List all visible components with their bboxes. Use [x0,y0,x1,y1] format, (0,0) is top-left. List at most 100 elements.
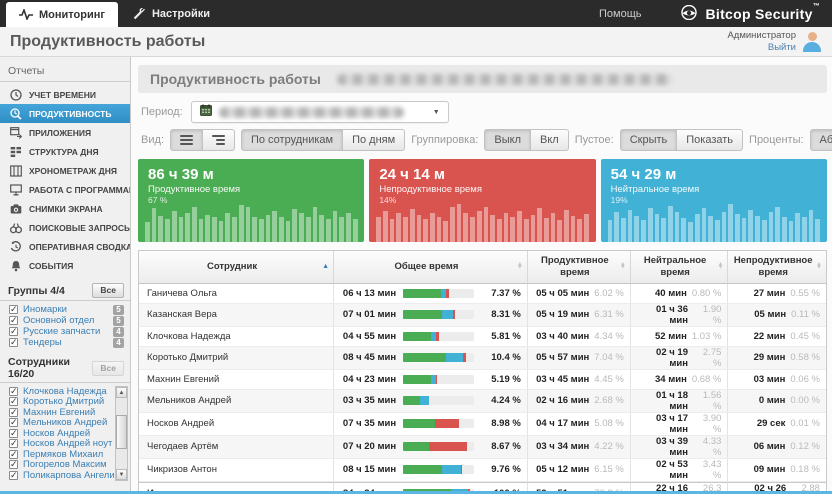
sidebar-item-2[interactable]: ПРИЛОЖЕНИЯ [0,123,130,142]
checkbox-checked[interactable]: ✓ [9,427,18,438]
table-row[interactable]: Мельников Андрей 03 ч 35 мин 4.24 % 02 ч 16… [139,389,826,413]
employees-scrollbar[interactable]: ▲ ▼ [115,386,128,481]
user-name: Администратор [727,29,796,41]
col-header-neutral-time[interactable]: Нейтральное время ▲ ▼ [630,251,729,284]
employees-section-title: Сотрудники 16/20 [8,356,70,380]
table-row[interactable]: Махнин Евгений 04 ч 23 мин 5.19 % 03 ч 45 м… [139,369,826,390]
checkbox-checked[interactable]: ✓ [9,406,18,417]
checkbox-checked[interactable]: ✓ [9,448,18,459]
tab-monitoring[interactable]: Мониторинг [6,2,118,27]
table-row[interactable]: Носков Андрей 07 ч 35 мин 8.98 % 04 ч 17 ми… [139,412,826,436]
logout-link[interactable]: Выйти [767,41,796,53]
group-row[interactable]: ✓ Русские запчасти 4 [0,326,130,337]
brand-logo: Bitcop Security™ [679,0,832,27]
unproductive-time-card: 24 ч 14 м Непродуктивное время 14% [369,159,596,242]
employee-row[interactable]: ✓ Поликарпова Ангелина [0,469,125,481]
sidebar-item-3[interactable]: СТРУКТУРА ДНЯ [0,142,130,161]
by-employees-button[interactable]: По сотрудникам [240,129,344,151]
view-flat-button[interactable] [169,129,203,151]
view-label: Вид: [141,134,164,146]
checkbox-checked[interactable]: ✓ [9,337,18,347]
group-row[interactable]: ✓ Основной отдел 5 [0,315,130,326]
programs-icon [9,183,22,196]
table-row[interactable]: Коротько Дмитрий 08 ч 45 мин 10.4 % 05 ч 57… [139,346,826,370]
table-row[interactable]: Казанская Вера 07 ч 01 мин 8.31 % 05 ч 19 м… [139,303,826,327]
employee-name: Коротько Дмитрий [23,396,105,408]
report-date-range-redacted [336,73,672,85]
employees-all-button[interactable]: Все [92,360,124,376]
col-header-productive-time[interactable]: Продуктивное время ▲ ▼ [527,251,631,284]
scroll-down-icon[interactable]: ▼ [116,468,127,480]
cell-total-time: 04 ч 55 мин 5.81 % [334,326,528,346]
table-row[interactable]: Клочкова Надежда 04 ч 55 мин 5.81 % 03 ч 40… [139,326,826,347]
neutral-time-label: Нейтральное время [610,184,700,195]
groups-all-button[interactable]: Все [92,283,124,298]
table-row[interactable]: Чегодаев Артём 07 ч 20 мин 8.67 % 03 ч 34 м… [139,435,826,459]
employee-row[interactable]: ✓ Пермяков Михаил [0,449,114,460]
page-header: Продуктивность работы Администратор Выйт… [0,27,832,57]
sidebar-item-1[interactable]: ПРОДУКТИВНОСТЬ [0,104,130,123]
sidebar-item-9[interactable]: СОБЫТИЯ [0,256,130,275]
employee-row[interactable]: ✓ Махнин Евгений [0,407,114,418]
cell-employee: Носков Андрей [139,412,335,435]
cell-employee: Ганичева Ольга [139,283,335,303]
time-composition-bar [403,442,474,452]
pulse-icon [19,9,33,20]
employee-row[interactable]: ✓ Мельников Андрей [0,417,114,428]
productive-time-percent: 67 % [148,195,168,205]
view-tree-button[interactable] [202,129,235,151]
sidebar-item-4[interactable]: ХРОНОМЕТРАЖ ДНЯ [0,161,130,180]
employee-row[interactable]: ✓ Клочкова Надежда [0,386,114,397]
sidebar-item-label: ПОИСКОВЫЕ ЗАПРОСЫ [29,222,131,233]
checkbox-checked[interactable]: ✓ [9,385,18,396]
group-row[interactable]: ✓ Тендеры 4 [0,337,130,348]
col-header-employee[interactable]: Сотрудник ▲ [139,251,335,284]
checkbox-checked[interactable]: ✓ [9,438,18,449]
grouping-off-button[interactable]: Выкл [484,129,531,151]
sidebar-item-7[interactable]: ПОИСКОВЫЕ ЗАПРОСЫ [0,218,130,237]
checkbox-checked[interactable]: ✓ [9,459,18,470]
help-link[interactable]: Помощь [598,7,642,20]
by-days-button[interactable]: По дням [343,129,406,151]
table-total-row[interactable]: Итого:84 ч 34 мин100 %59 ч 51 мин70.8 %2… [139,481,826,491]
col-header-total-time[interactable]: Общее время ▲ ▼ [334,251,528,284]
checkbox-checked[interactable]: ✓ [9,396,18,407]
percent-absolute-button[interactable]: Абсолют. [809,129,832,151]
group-name: Тендеры [23,337,62,348]
neutral-time-percent: 19% [610,195,628,205]
sidebar-item-8[interactable]: ОПЕРАТИВНАЯ СВОДКА [0,237,130,256]
employee-row[interactable]: ✓ Погорелов Максим [0,459,114,470]
productivity-table: Сотрудник ▲ Общее время ▲ ▼ Продуктивное вр… [138,250,827,491]
time-composition-bar [403,465,474,475]
grouping-on-button[interactable]: Вкл [531,129,569,151]
col-header-unproductive-time[interactable]: Непродуктивное время ▲ ▼ [728,251,826,284]
empty-hide-button[interactable]: Скрыть [619,129,678,151]
scroll-up-icon[interactable]: ▲ [116,387,127,398]
group-count-badge: 4 [113,337,124,348]
calendar-icon [199,103,212,121]
checkbox-checked[interactable]: ✓ [9,315,18,325]
employee-row[interactable]: ✓ Коротько Дмитрий [0,396,114,408]
tab-settings[interactable]: Настройки [120,0,223,27]
scroll-thumb[interactable] [116,415,127,449]
page-title: Продуктивность работы [10,32,206,50]
checkbox-checked[interactable]: ✓ [9,417,18,428]
employee-row[interactable]: ✓ Носков Андрей ноут [0,438,114,449]
table-row[interactable]: Ганичева Ольга 06 ч 13 мин 7.37 % 05 ч 05 м… [139,283,826,304]
period-select[interactable]: ▼ [190,101,449,123]
cell-productive: 05 ч 57 мин 7.04 % [528,346,631,369]
employee-row[interactable]: ✓ Носков Андрей [0,428,114,439]
empty-show-button[interactable]: Показать [677,129,744,151]
sort-icon: ▲ ▼ [816,261,822,271]
sidebar-item-5[interactable]: РАБОТА С ПРОГРАММАМИ [0,180,130,199]
table-row[interactable]: Чикризов Антон 08 ч 15 мин 9.76 % 05 ч 12 м… [139,458,826,482]
sidebar-item-6[interactable]: СНИМКИ ЭКРАНА [0,199,130,218]
checkbox-checked[interactable]: ✓ [9,304,18,314]
avatar[interactable] [802,31,822,52]
checkbox-checked[interactable]: ✓ [9,469,18,480]
checkbox-checked[interactable]: ✓ [9,326,18,336]
sidebar-item-0[interactable]: УЧЕТ ВРЕМЕНИ [0,85,130,104]
productive-minibars [145,202,358,242]
group-row[interactable]: ✓ Иномарки 5 [0,304,130,315]
employee-name: Поликарпова Ангелина [23,469,126,481]
